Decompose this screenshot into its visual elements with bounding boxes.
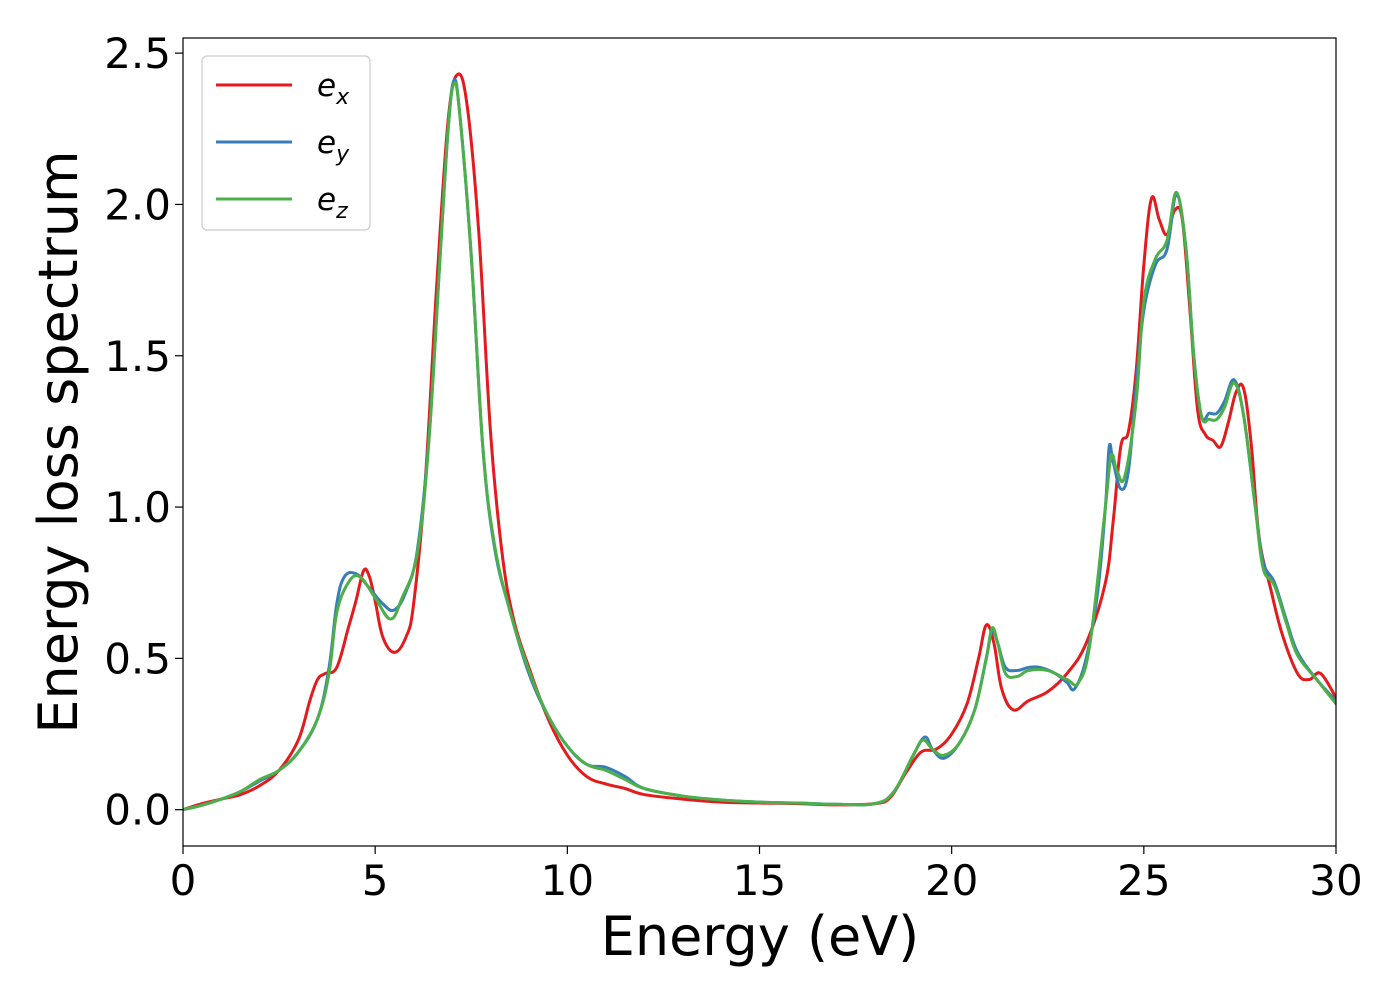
x-tick-label: 30 — [1309, 856, 1362, 905]
axes: 0 5 10 15 20 25 30 0.0 0.5 1.0 1.5 2.0 2.5 — [104, 29, 1363, 905]
legend: ex ey ez — [201, 55, 371, 231]
y-tick-label: 1.5 — [104, 332, 171, 381]
x-tick-label: 0 — [170, 856, 197, 905]
y-tick-label: 0.0 — [104, 786, 171, 835]
x-axis-title: Energy (eV) — [601, 905, 920, 968]
x-tick-label: 5 — [362, 856, 389, 905]
y-tick-label: 2.5 — [104, 29, 171, 78]
x-tick-label: 25 — [1117, 856, 1170, 905]
y-tick-label: 0.5 — [104, 634, 171, 683]
x-tick-label: 10 — [541, 856, 594, 905]
y-axis-title: Energy loss spectrum — [27, 150, 90, 733]
legend-label-z: ez — [317, 182, 348, 224]
legend-label-y: ey — [317, 125, 350, 167]
series-line-z — [183, 81, 1336, 812]
y-tick-label: 2.0 — [104, 180, 171, 229]
x-tick-label: 20 — [925, 856, 978, 905]
x-tick-label: 15 — [733, 856, 786, 905]
legend-label-x: ex — [317, 68, 350, 110]
y-tick-label: 1.0 — [104, 483, 171, 532]
plot-area — [183, 72, 1336, 812]
